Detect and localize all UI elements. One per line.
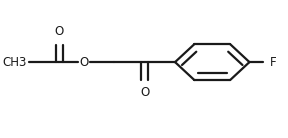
Text: O: O: [79, 56, 89, 69]
Text: CH3: CH3: [3, 56, 27, 69]
Text: F: F: [270, 56, 277, 69]
Text: O: O: [55, 25, 64, 38]
Text: O: O: [140, 86, 149, 99]
